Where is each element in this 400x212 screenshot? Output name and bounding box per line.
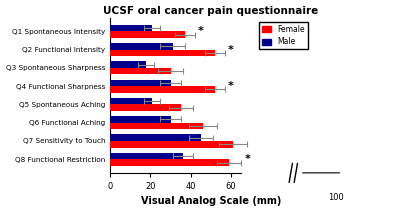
Bar: [110, 116, 170, 123]
Bar: [110, 80, 170, 86]
Text: *: *: [228, 45, 234, 55]
Text: *: *: [228, 81, 234, 91]
Bar: [110, 25, 152, 31]
Bar: [110, 123, 203, 129]
Text: *: *: [244, 154, 250, 164]
Bar: [110, 105, 181, 111]
Bar: [110, 134, 201, 141]
Text: 100: 100: [328, 193, 344, 202]
X-axis label: Visual Analog Scale (mm): Visual Analog Scale (mm): [141, 197, 281, 206]
Bar: [110, 31, 185, 38]
Bar: [110, 61, 146, 68]
Bar: [110, 68, 170, 74]
Bar: [110, 153, 183, 159]
Bar: [110, 50, 215, 56]
Bar: [110, 159, 229, 166]
Bar: [110, 43, 172, 50]
Legend: Female, Male: Female, Male: [259, 22, 308, 49]
Bar: [110, 141, 233, 148]
Title: UCSF oral cancer pain questionnaire: UCSF oral cancer pain questionnaire: [103, 6, 318, 15]
Text: *: *: [198, 26, 204, 36]
Bar: [110, 98, 152, 105]
Bar: [110, 86, 215, 93]
